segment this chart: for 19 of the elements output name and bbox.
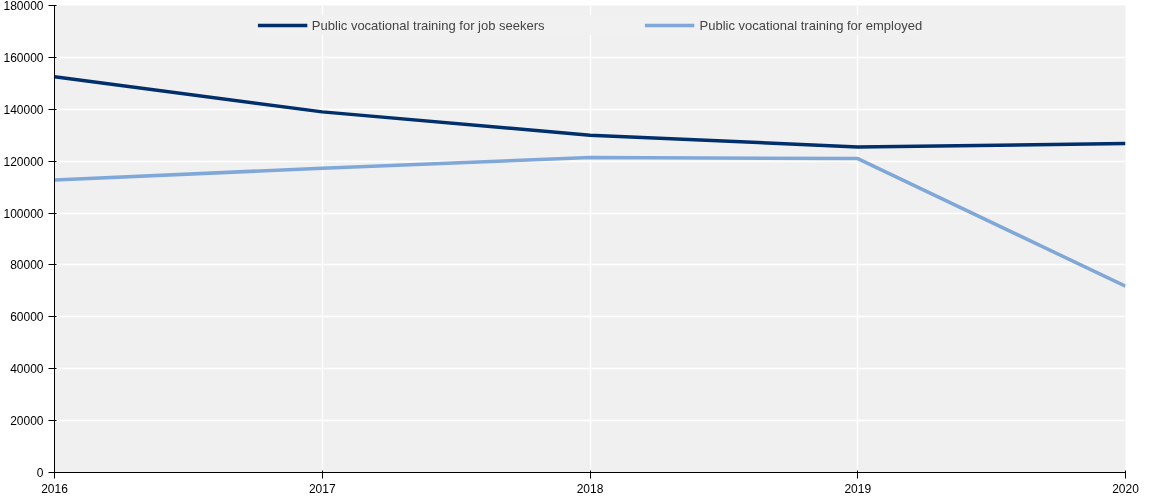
x-tick-label: 2016 [41, 481, 69, 496]
legend-label: Public vocational training for job seekers [311, 17, 545, 33]
y-tick-label: 20000 [10, 414, 44, 429]
legend-label: Public vocational training for employed [699, 17, 923, 33]
y-tick-label: 60000 [10, 310, 44, 325]
x-tick-label: 2019 [844, 481, 872, 496]
y-tick-label: 80000 [10, 258, 44, 273]
y-tick-label: 100000 [3, 206, 44, 221]
y-tick-label: 180000 [3, 0, 44, 13]
y-tick-label: 40000 [10, 362, 44, 377]
x-tick-label: 2020 [1112, 481, 1140, 496]
y-tick-label: 0 [36, 466, 44, 480]
line-series [54, 155, 1126, 288]
x-tick-label: 2018 [576, 481, 604, 496]
x-tick-label: 2017 [308, 481, 336, 496]
y-tick-label: 140000 [3, 102, 44, 117]
line-series [54, 75, 1126, 149]
y-tick-label: 120000 [3, 154, 44, 169]
y-tick-label: 160000 [3, 50, 44, 65]
